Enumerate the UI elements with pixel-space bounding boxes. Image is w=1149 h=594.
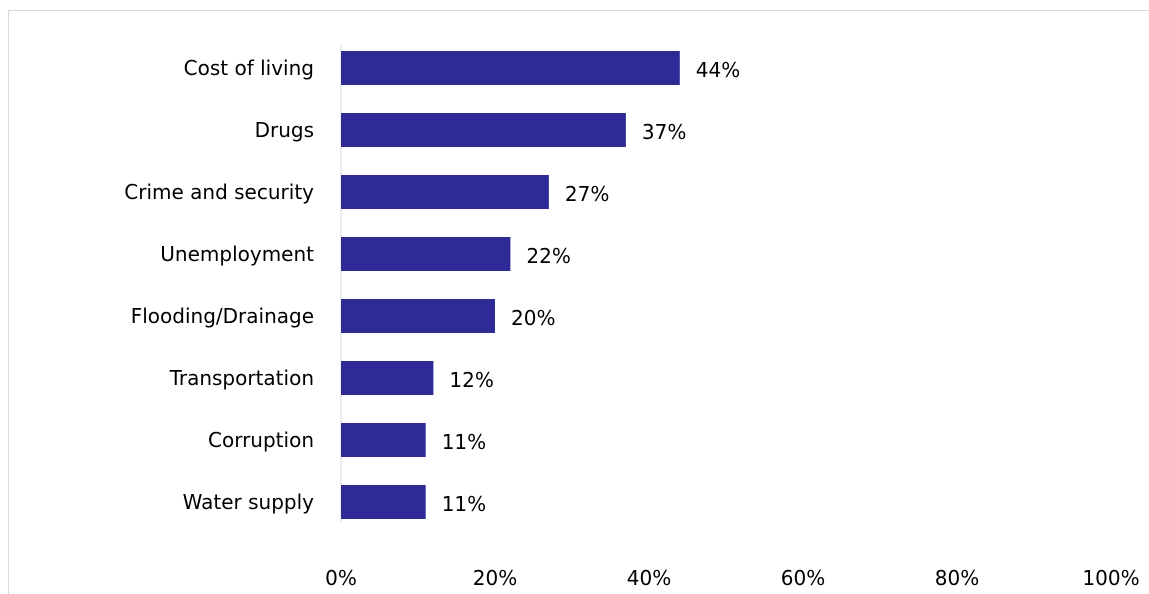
category-label-flooding-drainage: Flooding/Drainage (131, 304, 314, 328)
bar-unemployment (341, 237, 511, 271)
value-label-flooding-drainage: 20% (511, 306, 555, 330)
bars-group (341, 51, 680, 519)
bar-transportation (341, 361, 434, 395)
category-labels-group: Cost of living Drugs Crime and security Une… (124, 56, 314, 514)
x-tick-label: 60% (781, 566, 825, 590)
value-label-water-supply: 11% (442, 492, 486, 516)
value-label-cost-of-living: 44% (696, 58, 740, 82)
bar-corruption (341, 423, 426, 457)
x-tick-label: 20% (473, 566, 517, 590)
category-label-cost-of-living: Cost of living (184, 56, 314, 80)
bar-drugs (341, 113, 626, 147)
x-tick-label: 0% (325, 566, 357, 590)
category-label-crime-and-security: Crime and security (124, 180, 314, 204)
value-label-corruption: 11% (442, 430, 486, 454)
bar-cost-of-living (341, 51, 680, 85)
category-label-transportation: Transportation (169, 366, 314, 390)
category-label-corruption: Corruption (208, 428, 314, 452)
x-tick-label: 100% (1082, 566, 1139, 590)
category-label-drugs: Drugs (255, 118, 314, 142)
chart-frame (8, 10, 1149, 594)
bar-flooding-drainage (341, 299, 495, 333)
x-tick-labels-group: 0% 20% 40% 60% 80% 100% (325, 566, 1139, 590)
x-tick-label: 40% (627, 566, 671, 590)
value-label-drugs: 37% (642, 120, 686, 144)
value-label-unemployment: 22% (526, 244, 570, 268)
value-label-crime-and-security: 27% (565, 182, 609, 206)
value-label-transportation: 12% (449, 368, 493, 392)
x-tick-label: 80% (935, 566, 979, 590)
category-label-unemployment: Unemployment (160, 242, 314, 266)
bar-crime-and-security (341, 175, 549, 209)
bar-water-supply (341, 485, 426, 519)
value-labels-group: 44% 37% 27% 22% 20% 12% 11% 11% (442, 58, 741, 516)
category-label-water-supply: Water supply (183, 490, 315, 514)
